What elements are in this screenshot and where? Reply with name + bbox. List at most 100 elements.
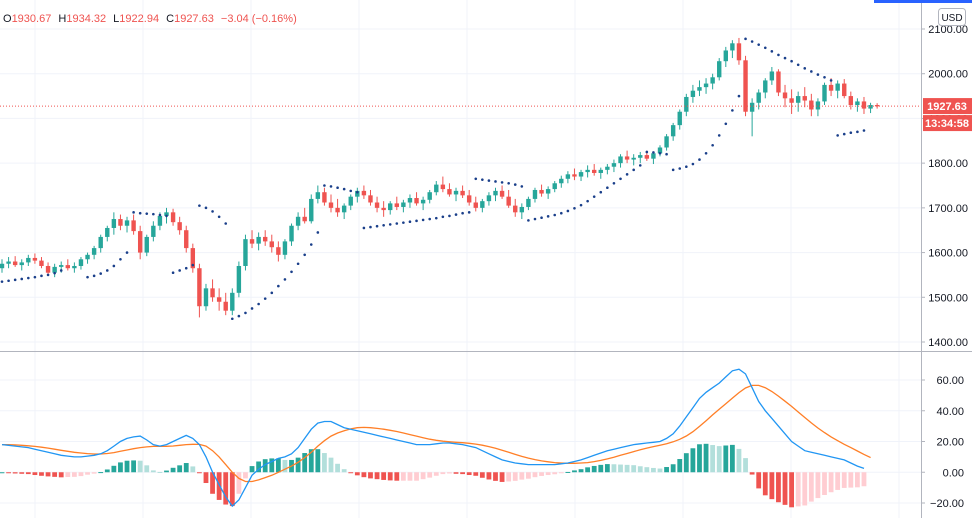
candle-body xyxy=(374,202,380,208)
candle-body xyxy=(131,220,136,232)
sar-dot xyxy=(717,134,721,137)
candle-body xyxy=(98,236,103,249)
histogram-bar xyxy=(131,460,136,473)
sar-dot xyxy=(586,199,589,203)
candle-body xyxy=(348,196,353,206)
histogram-bar xyxy=(604,464,610,473)
sar-dot xyxy=(204,206,208,210)
histogram-bar xyxy=(348,472,354,474)
histogram-bar xyxy=(400,472,406,481)
sar-dot xyxy=(652,151,655,154)
candle-body xyxy=(19,262,24,266)
sar-dot xyxy=(500,181,504,184)
sar-dot xyxy=(691,162,695,166)
sar-dot xyxy=(763,46,767,50)
candle-body xyxy=(276,247,281,255)
sar-dot xyxy=(125,251,129,254)
histogram-bar xyxy=(466,472,472,476)
sar-dot xyxy=(132,211,135,214)
candle-body xyxy=(230,292,235,311)
price-tick-label: 1800.00 xyxy=(928,158,968,170)
sar-dot xyxy=(744,37,747,41)
sar-dot xyxy=(770,50,774,53)
histogram-bar xyxy=(157,471,163,473)
sar-dot xyxy=(112,264,116,268)
candle-body xyxy=(59,265,64,267)
candle-body xyxy=(45,265,51,273)
candle-body xyxy=(657,147,663,154)
sar-dot xyxy=(290,270,293,274)
sar-dot xyxy=(671,168,675,172)
candle-body xyxy=(565,174,571,179)
candle-body xyxy=(269,241,274,248)
histogram-bar xyxy=(322,453,327,473)
histogram-bar xyxy=(479,472,485,478)
histogram-bar xyxy=(776,472,781,503)
histogram-bar xyxy=(368,472,373,479)
histogram-bar xyxy=(98,472,104,474)
price-axis[interactable]: 1400.001500.001600.001700.001800.001900.… xyxy=(921,24,968,349)
macd-axis[interactable]: −20.00 0.00 20.00 40.00 60.00 xyxy=(921,375,964,510)
sar-dot xyxy=(191,263,195,267)
histogram-bar xyxy=(585,467,591,473)
candle-body xyxy=(578,172,584,177)
sar-dot xyxy=(731,109,734,112)
histogram-bar xyxy=(144,465,150,473)
price-tick-label: 1400.00 xyxy=(928,337,968,349)
sar-dot xyxy=(849,131,853,135)
candle-body xyxy=(210,288,215,298)
candle-body xyxy=(703,83,709,88)
candle-body xyxy=(809,100,814,110)
sar-dot xyxy=(309,243,313,246)
histogram-bar xyxy=(414,472,419,481)
candle-body xyxy=(12,261,18,266)
candle-body xyxy=(638,155,643,158)
histogram-bar xyxy=(295,457,301,473)
candle-body xyxy=(690,90,696,97)
histogram-bar xyxy=(354,472,360,476)
macd-tick-label: 60.00 xyxy=(936,375,964,387)
candle-body xyxy=(736,43,742,61)
histogram-bar xyxy=(644,467,650,473)
candle-body xyxy=(177,222,182,231)
histogram-bar xyxy=(150,470,156,473)
histogram-bar xyxy=(591,465,597,473)
sar-dot xyxy=(461,211,464,215)
candle-body xyxy=(236,265,242,293)
histogram-bar xyxy=(729,444,735,473)
currency-button[interactable]: USD xyxy=(938,8,966,26)
candle-body xyxy=(216,297,222,302)
histogram-bar xyxy=(65,472,71,478)
grid xyxy=(0,0,921,518)
histogram-bar xyxy=(39,472,44,476)
sar-dot xyxy=(329,185,333,188)
candle-body xyxy=(434,184,439,193)
sar-dot xyxy=(211,210,214,213)
sar-dot xyxy=(448,214,451,218)
histogram-bar xyxy=(802,472,808,506)
sar-dot xyxy=(362,226,366,230)
sar-dot xyxy=(434,216,438,220)
histogram-bar xyxy=(736,448,742,473)
histogram-bar xyxy=(197,472,202,474)
candle-body xyxy=(368,195,373,203)
candlestick-series xyxy=(0,37,921,318)
candle-body xyxy=(361,190,367,196)
candle-body xyxy=(341,205,347,213)
histogram-bar xyxy=(848,472,854,488)
candle-body xyxy=(493,190,498,196)
sar-dot xyxy=(520,185,524,188)
sar-dot xyxy=(303,253,306,257)
open-value: 1930.67 xyxy=(12,13,52,25)
histogram-bar xyxy=(440,472,446,475)
histogram-bar xyxy=(341,469,347,473)
histogram-bar xyxy=(822,472,827,496)
sar-dot xyxy=(599,190,603,194)
sar-dot xyxy=(263,297,267,300)
last-price-value: 1927.63 xyxy=(927,101,967,113)
parabolic-sar-series xyxy=(0,37,866,321)
sar-dot xyxy=(198,204,201,207)
histogram-bar xyxy=(716,446,722,473)
svg-text:O1930.67 H1934.32: O1930.67 H1934.32 L1922.94 C1927.63 −3.0… xyxy=(3,13,297,25)
